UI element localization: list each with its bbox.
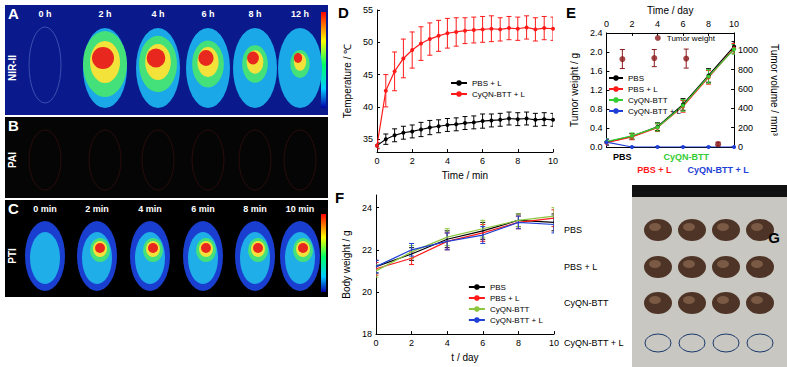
svg-text:PBS + L: PBS + L [637,165,672,175]
svg-text:24: 24 [362,203,372,213]
svg-text:PBS + L: PBS + L [490,294,520,303]
svg-text:PBS: PBS [613,152,632,162]
svg-text:Time / day: Time / day [647,5,693,16]
svg-text:10: 10 [549,338,559,348]
svg-text:2.0: 2.0 [590,47,603,57]
svg-text:8: 8 [516,338,521,348]
svg-text:4 h: 4 h [151,9,164,19]
svg-text:0 min: 0 min [33,204,57,214]
svg-text:2 min: 2 min [85,204,109,214]
svg-text:8 h: 8 h [248,9,261,19]
svg-text:22: 22 [362,245,372,255]
svg-text:6 h: 6 h [201,9,214,19]
svg-text:CyQN-BTT: CyQN-BTT [663,152,709,162]
svg-text:CyQN-BTT: CyQN-BTT [564,298,609,308]
svg-text:CyQN-BTT + L: CyQN-BTT + L [472,90,526,99]
svg-text:0.4: 0.4 [590,123,603,133]
svg-text:CyQN-BTT + L: CyQN-BTT + L [628,107,682,116]
svg-text:200: 200 [738,123,753,133]
svg-text:PBS + L: PBS + L [628,85,658,94]
svg-text:2: 2 [410,156,415,166]
svg-text:12 h: 12 h [291,9,309,19]
svg-text:Time / min: Time / min [442,170,488,181]
svg-text:2.4: 2.4 [590,28,603,38]
svg-text:18: 18 [362,329,372,339]
svg-text:0: 0 [604,19,609,29]
svg-text:A: A [8,5,19,22]
svg-text:CyQN-BTT + L: CyQN-BTT + L [490,316,544,325]
svg-text:0.8: 0.8 [590,104,603,114]
svg-text:10 min: 10 min [286,204,315,214]
svg-text:NIR-II: NIR-II [7,55,18,81]
svg-text:1.2: 1.2 [590,85,603,95]
svg-text:8 min: 8 min [243,204,267,214]
svg-text:6: 6 [480,156,485,166]
svg-text:8: 8 [706,19,711,29]
svg-text:C: C [8,200,19,217]
svg-text:PBS: PBS [628,74,644,83]
svg-text:4 min: 4 min [138,204,162,214]
svg-text:40: 40 [363,102,373,112]
svg-text:F: F [335,189,344,206]
svg-text:400: 400 [738,103,753,113]
svg-text:1.6: 1.6 [590,66,603,76]
svg-text:2: 2 [409,338,414,348]
svg-text:E: E [566,4,576,21]
svg-text:2 h: 2 h [98,9,111,19]
svg-text:6: 6 [480,338,485,348]
svg-text:4: 4 [655,19,660,29]
svg-text:10: 10 [548,156,558,166]
svg-text:800: 800 [738,65,753,75]
svg-text:D: D [338,4,349,21]
svg-text:4: 4 [445,338,450,348]
svg-text:PTI: PTI [7,248,18,264]
svg-text:Tumor weight / g: Tumor weight / g [569,53,580,127]
svg-text:t / day: t / day [451,352,478,363]
svg-text:50: 50 [363,37,373,47]
svg-text:20: 20 [362,287,372,297]
svg-text:Tumor weight: Tumor weight [667,34,716,43]
svg-text:10: 10 [729,19,739,29]
svg-text:PAI: PAI [7,152,18,168]
svg-text:0 h: 0 h [38,9,51,19]
svg-text:Tumor volume / mm³: Tumor volume / mm³ [769,44,780,137]
svg-text:CyQN-BTT: CyQN-BTT [628,96,668,105]
svg-text:PBS: PBS [564,225,582,235]
svg-text:0: 0 [738,142,743,152]
svg-text:600: 600 [738,84,753,94]
svg-text:PBS + L: PBS + L [472,79,502,88]
svg-text:6: 6 [681,19,686,29]
svg-text:Temperature / ℃: Temperature / ℃ [342,44,353,118]
svg-text:CyQN-BTT + L: CyQN-BTT + L [564,338,624,348]
svg-text:4: 4 [445,156,450,166]
svg-text:PBS + L: PBS + L [564,262,597,272]
svg-text:8: 8 [515,156,520,166]
svg-text:55: 55 [363,5,373,15]
svg-text:0: 0 [374,156,379,166]
svg-text:Body weight / g: Body weight / g [341,230,352,298]
svg-text:G: G [768,229,780,246]
svg-text:PBS: PBS [490,283,506,292]
svg-text:6 min: 6 min [191,204,215,214]
svg-text:2: 2 [629,19,634,29]
svg-text:0: 0 [373,338,378,348]
svg-text:45: 45 [363,70,373,80]
svg-text:CyQN-BTT + L: CyQN-BTT + L [687,165,749,175]
svg-text:B: B [8,117,19,134]
svg-text:0.0: 0.0 [590,142,603,152]
svg-text:35: 35 [363,134,373,144]
svg-text:CyQN-BTT: CyQN-BTT [490,305,530,314]
svg-text:1000: 1000 [738,45,758,55]
